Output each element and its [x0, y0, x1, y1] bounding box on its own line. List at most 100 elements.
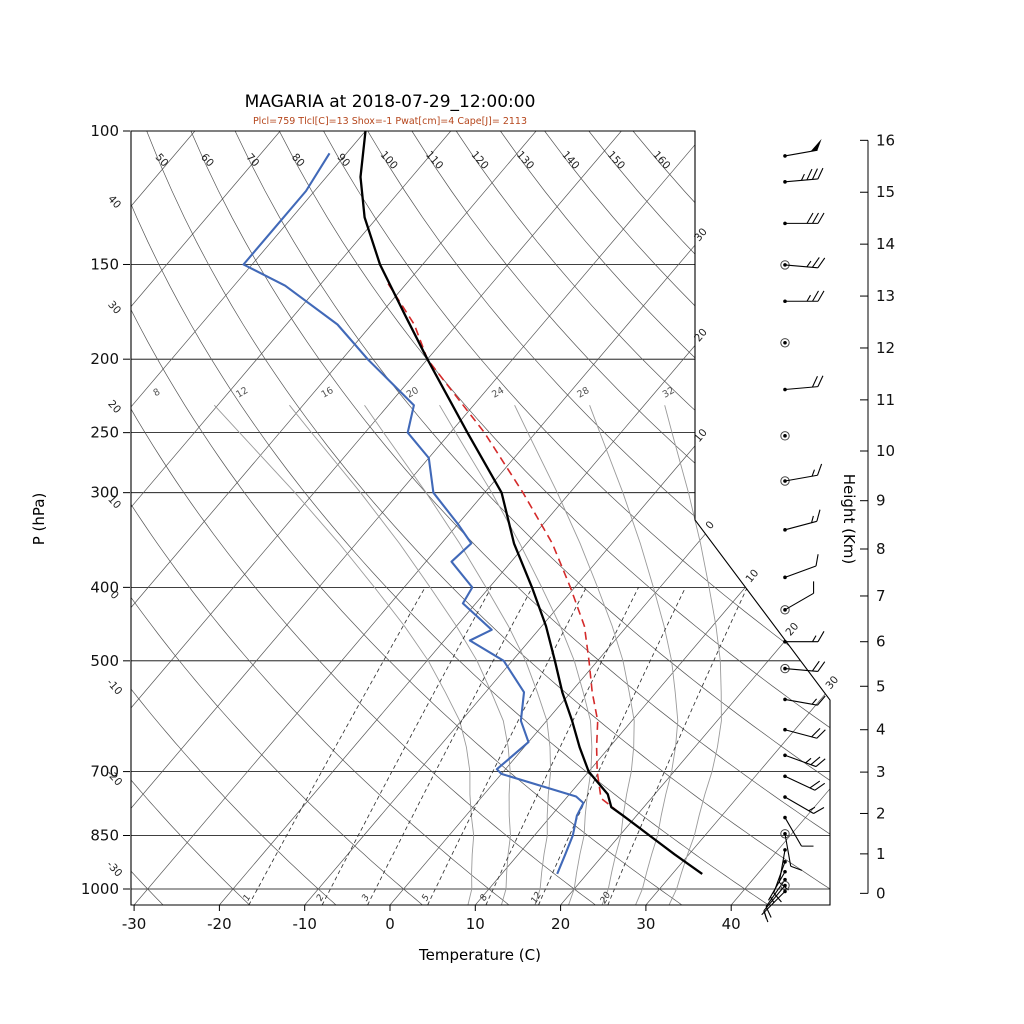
dry-adiabat-label: 150 [605, 149, 627, 172]
wind-barb [780, 431, 790, 441]
wind-barb [783, 212, 825, 226]
plot-frame [130, 130, 831, 906]
pressure-tick-label: 1000 [81, 880, 119, 898]
wind-barb [783, 375, 824, 392]
height-tick-label: 10 [876, 442, 895, 460]
chart-title: MAGARIA at 2018-07-29_12:00:00 [244, 92, 536, 112]
height-tick-label: 6 [876, 633, 886, 651]
pressure-tick-label: 200 [90, 350, 119, 368]
isotherm-label: 30 [823, 674, 841, 692]
pressure-tick-label: 100 [90, 122, 119, 140]
wind-barb [783, 695, 826, 706]
wind-barb [783, 554, 819, 580]
height-tick-label: 14 [876, 235, 895, 253]
height-tick-label: 15 [876, 183, 895, 201]
mixing-ratio-label: 2 [315, 893, 327, 903]
isotherm-lines [131, 131, 830, 905]
mixing-ratio-label: 5 [420, 893, 432, 903]
dry-adiabat-label: 130 [514, 149, 536, 172]
dewpoint-curve [242, 152, 585, 875]
dry-adiabat-label: 40 [105, 193, 123, 211]
height-tick-label: 11 [876, 391, 895, 409]
wind-barb [780, 829, 803, 871]
isotherm-label: 0 [704, 519, 717, 532]
dry-adiabat-lines [131, 131, 830, 905]
pressure-tick-label: 300 [90, 484, 119, 502]
height-tick-label: 3 [876, 763, 886, 781]
wind-barb [761, 889, 787, 919]
height-tick-label: 5 [876, 677, 886, 695]
height-tick-label: 16 [876, 131, 895, 149]
wind-barb [783, 753, 826, 768]
wind-barbs [761, 138, 826, 923]
temperature-tick-label: -10 [292, 915, 317, 933]
moist-adiabat-label: 12 [234, 385, 250, 401]
moist-adiabat-label: 8 [152, 387, 163, 400]
pressure-tick-label: 150 [90, 255, 119, 273]
wind-barb [780, 581, 815, 615]
wind-barb [780, 660, 826, 674]
moist-adiabat-label: 24 [490, 385, 506, 401]
height-tick-label: 8 [876, 540, 886, 558]
background-grid [131, 131, 830, 905]
wind-barb [783, 509, 821, 532]
pressure-tick-label: 850 [90, 827, 119, 845]
height-tick-label: 1 [876, 845, 886, 863]
dry-adiabat-label: 30 [105, 299, 123, 317]
temperature-axis-label: Temperature (C) [419, 946, 541, 964]
wind-barb [783, 631, 825, 644]
wind-barb [783, 774, 826, 791]
dry-adiabat-label: 100 [378, 149, 400, 172]
wind-barb [765, 877, 787, 918]
wind-barb [783, 727, 826, 739]
dry-adiabat-label: 120 [468, 149, 490, 172]
isotherm-label: 10 [744, 567, 762, 585]
dry-adiabat-label: 160 [650, 149, 672, 172]
moist-adiabat-label: 20 [405, 385, 421, 401]
mixing-ratio-label: 20 [599, 890, 614, 905]
wind-barb [783, 138, 822, 158]
pressure-tick-label: 400 [90, 578, 119, 596]
chart-subtitle: Plcl=759 Tlcl[C]=13 Shox=-1 Pwat[cm]=4 C… [252, 116, 528, 127]
height-tick-label: 12 [876, 339, 895, 357]
mixing-ratio-label: 1 [242, 893, 254, 903]
height-tick-label: 4 [876, 721, 886, 739]
temperature-tick-label: -20 [207, 915, 232, 933]
dry-adiabat-label: 110 [423, 149, 445, 172]
dry-adiabat-label: -10 [104, 677, 124, 698]
pressure-tick-label: 250 [90, 424, 119, 442]
wind-barb [780, 257, 826, 270]
moist-adiabat-label: 32 [661, 385, 677, 401]
height-tick-label: 2 [876, 804, 886, 822]
pressure-gridlines [131, 131, 830, 890]
temperature-tick-label: 10 [466, 915, 485, 933]
mixing-ratio-lines [248, 587, 748, 905]
moist-adiabat-label: 28 [575, 385, 591, 401]
temperature-tick-label: 0 [385, 915, 395, 933]
temperature-tick-label: 40 [722, 915, 741, 933]
height-tick-label: 0 [876, 884, 886, 902]
wind-barb [783, 167, 824, 184]
temperature-tick-label: -30 [122, 915, 147, 933]
wind-barb [780, 463, 823, 486]
dry-adiabat-label: 20 [105, 398, 123, 416]
moist-adiabat-label: 16 [320, 385, 336, 401]
wind-barb [783, 290, 825, 304]
isotherm-label: 20 [784, 621, 802, 639]
wind-barb [783, 795, 825, 815]
dry-adiabat-label: -30 [104, 859, 124, 880]
mixing-ratio-label: 8 [479, 893, 491, 903]
dry-adiabat-label: 90 [334, 151, 352, 169]
mixing-ratio-label: 12 [530, 890, 545, 905]
wind-barb [780, 338, 790, 348]
pressure-tick-label: 500 [90, 652, 119, 670]
temperature-curve [359, 131, 703, 875]
height-tick-label: 13 [876, 287, 895, 305]
height-tick-label: 9 [876, 492, 886, 510]
sounding-profiles [242, 131, 703, 875]
